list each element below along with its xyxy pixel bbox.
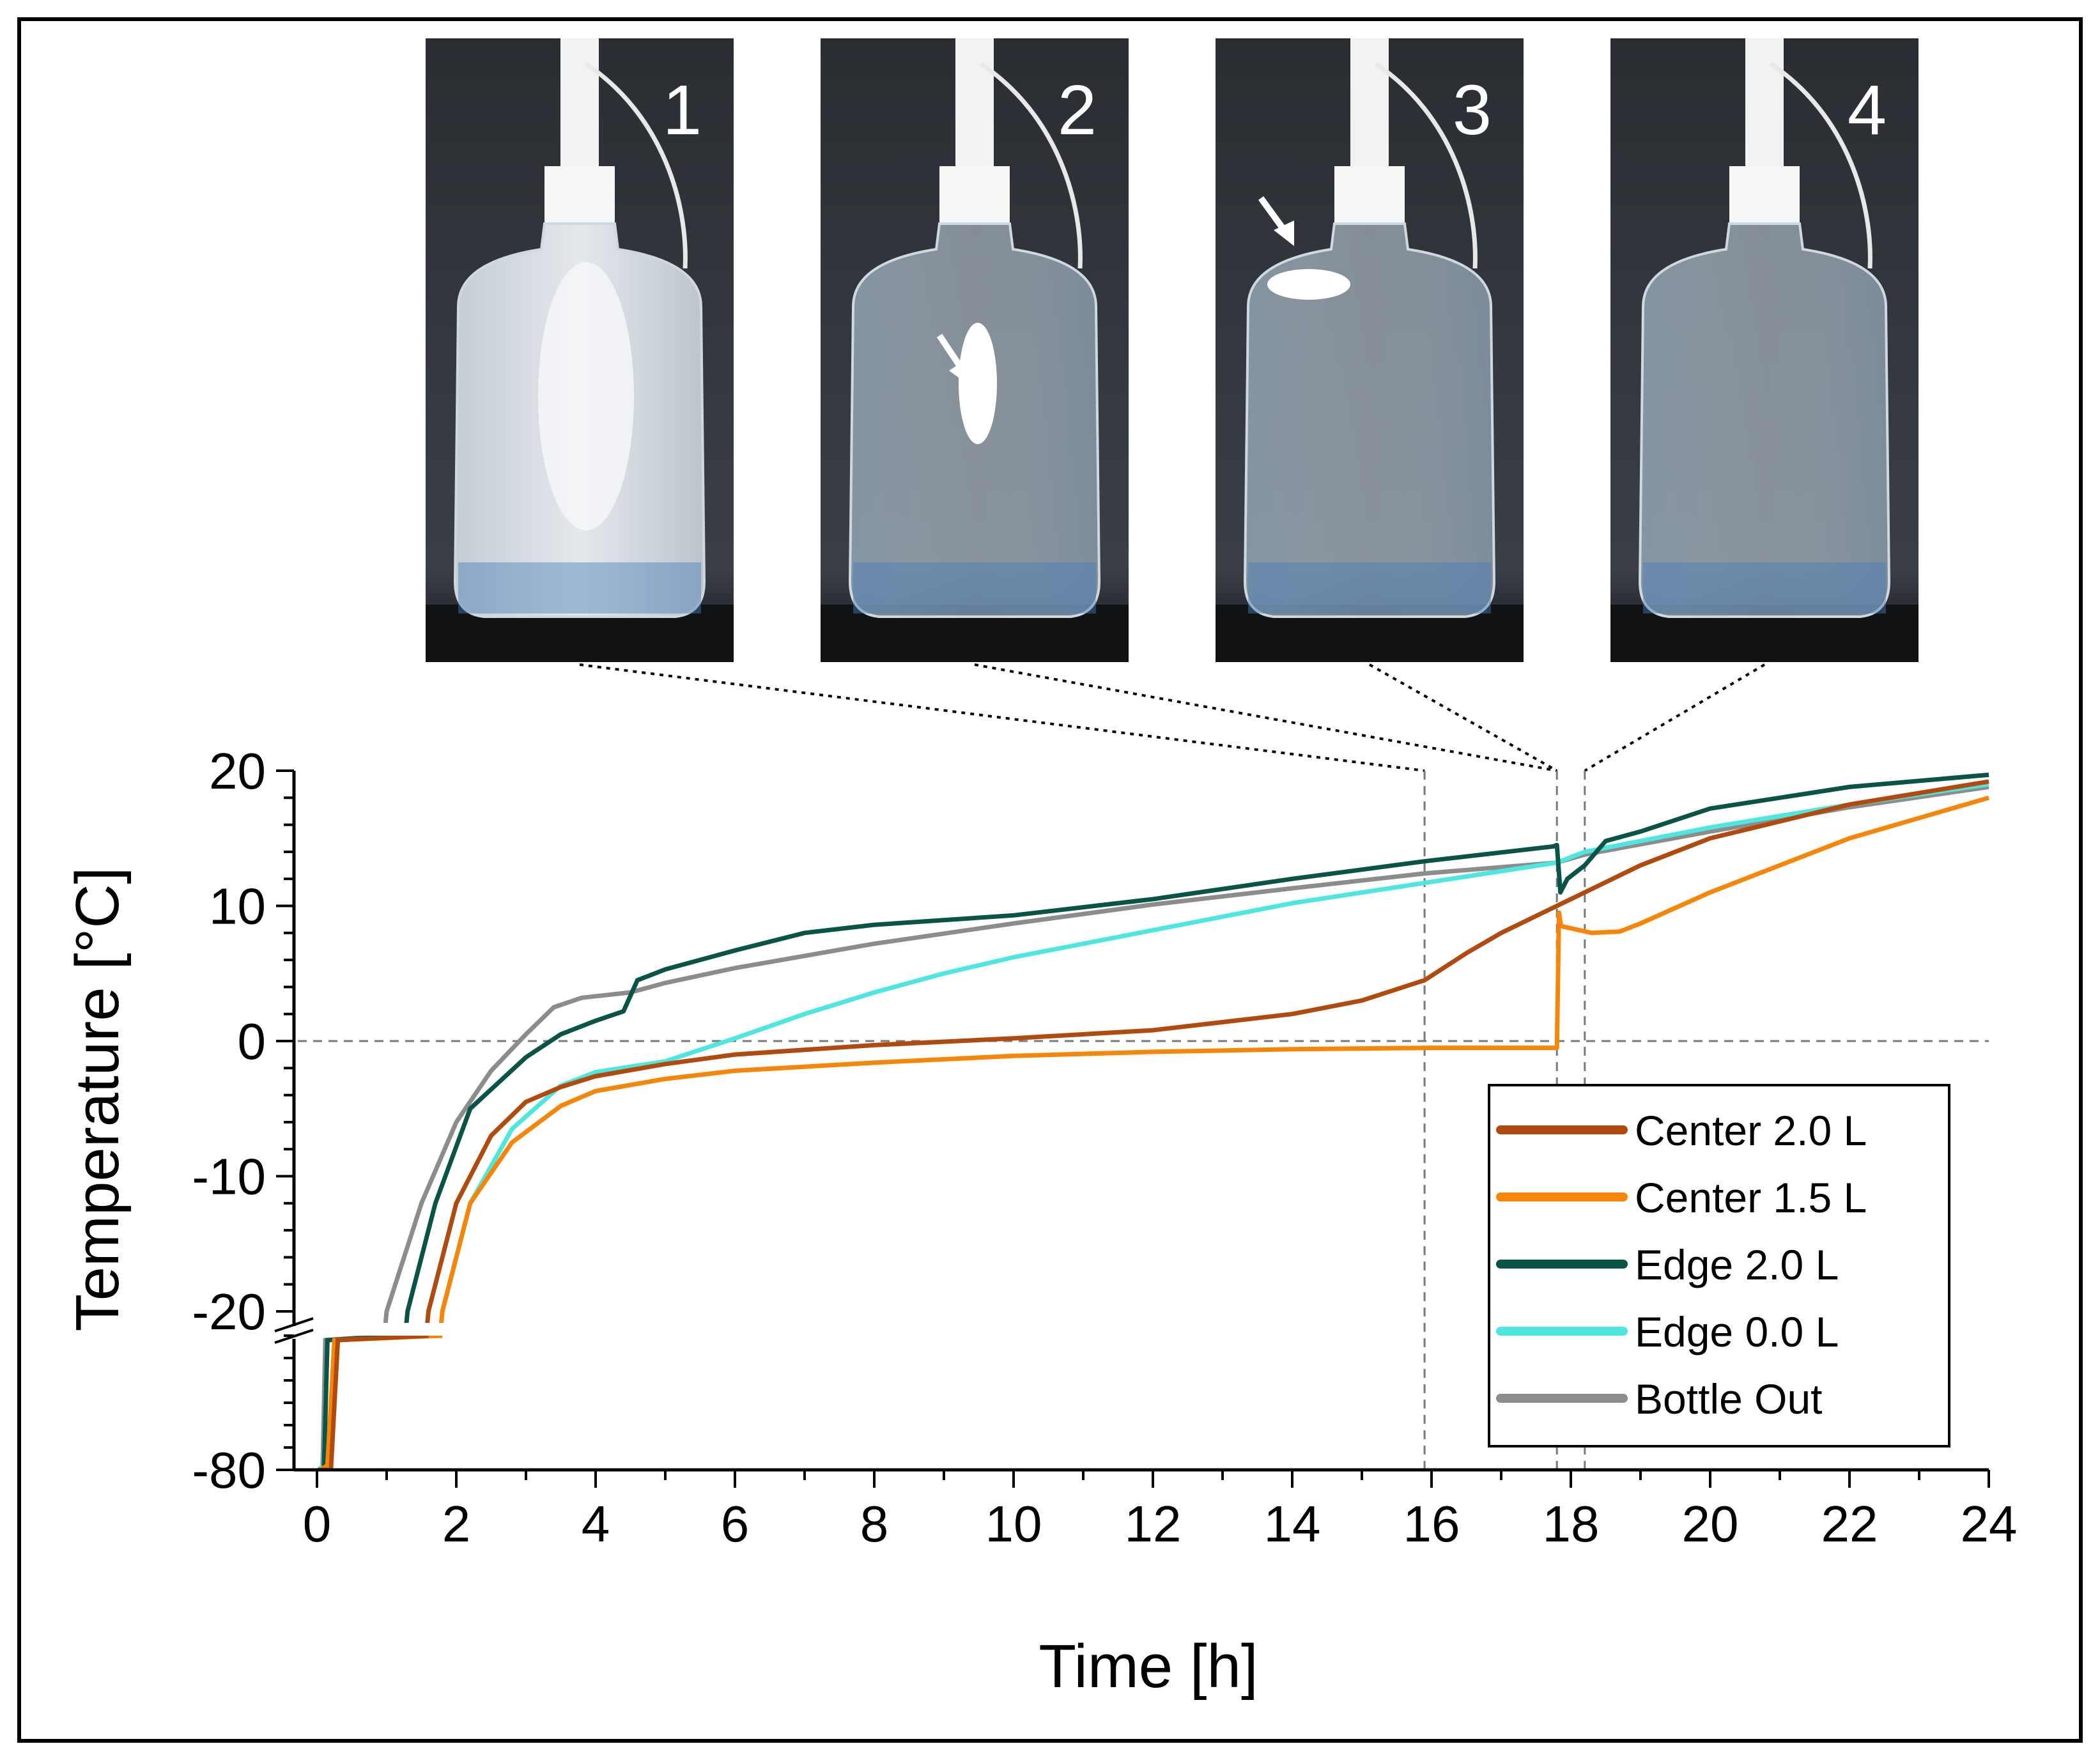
y-tick-label: 20 xyxy=(209,743,266,799)
bottle-body xyxy=(1638,222,1891,618)
photo-label: 2 xyxy=(1058,71,1097,150)
photo-panel: 1 xyxy=(426,38,734,662)
photo-connector-line xyxy=(579,663,1425,772)
sensor-cable xyxy=(585,62,688,269)
y-tick-label: -10 xyxy=(192,1148,266,1205)
x-tick-label: 12 xyxy=(1125,1495,1182,1552)
legend: Center 2.0 L Center 1.5 L Edge 2.0 L Edge 0… xyxy=(1488,1084,1950,1447)
legend-label: Edge 2.0 L xyxy=(1635,1241,1839,1288)
photo-label: 1 xyxy=(663,71,702,150)
x-tick-label: 14 xyxy=(1264,1495,1321,1552)
legend-label: Center 2.0 L xyxy=(1635,1107,1867,1154)
reference-lines xyxy=(298,771,1989,1470)
x-tick-label: 10 xyxy=(985,1495,1042,1552)
ice-core xyxy=(538,262,634,530)
y-tick-label: 0 xyxy=(238,1013,266,1070)
photo-panel: 2 xyxy=(821,38,1129,662)
bottle-base xyxy=(853,562,1096,614)
y-axis-title: Temperature [°C] xyxy=(63,867,132,1332)
axes xyxy=(274,769,1990,1488)
bottle-tube xyxy=(1350,38,1389,185)
axis-break-mark xyxy=(274,1317,314,1332)
photo-label: 3 xyxy=(1453,71,1492,150)
sensor-cable xyxy=(1770,62,1872,269)
y-tick-label: 10 xyxy=(209,878,266,935)
photo-connector-line xyxy=(1369,663,1558,772)
arrow-head-icon xyxy=(1274,220,1294,246)
series-line-main xyxy=(438,795,1989,1323)
x-tick-label: 4 xyxy=(582,1495,610,1552)
bottle-cap xyxy=(544,166,615,224)
bottle-cap xyxy=(1729,166,1800,224)
x-tick-label: 2 xyxy=(442,1495,471,1552)
x-tick-label: 24 xyxy=(1961,1495,2018,1552)
bottle-base xyxy=(458,562,701,614)
series-line-main xyxy=(425,779,1989,1323)
sensor-cable xyxy=(980,62,1083,269)
series-main xyxy=(383,772,1989,1323)
photo-panel: 3 xyxy=(1216,38,1524,662)
ice-floating xyxy=(1267,269,1350,300)
series-line-main xyxy=(438,782,1989,1323)
x-tick-label: 0 xyxy=(303,1495,332,1552)
x-tick-label: 6 xyxy=(721,1495,750,1552)
x-axis-title: Time [h] xyxy=(1038,1632,1258,1701)
photo-panel: 4 xyxy=(1610,38,1919,662)
x-tick-labels: 0 2 4 6 8 10 12 14 16 18 20 22 24 xyxy=(303,1495,2018,1552)
x-tick-label: 22 xyxy=(1821,1495,1878,1552)
bottle-base xyxy=(1248,562,1491,614)
bottle-base xyxy=(1643,562,1886,614)
y-tick-label: -20 xyxy=(192,1283,266,1340)
photo-connector-line xyxy=(974,663,1557,772)
bottle-tube xyxy=(560,38,599,185)
photo-panels: 1 2 3 4 xyxy=(426,38,1919,662)
ice-core xyxy=(959,323,997,444)
bottle-tube xyxy=(1745,38,1784,185)
x-tick-label: 20 xyxy=(1682,1495,1739,1552)
photo-label: 4 xyxy=(1848,71,1887,150)
series-line-main xyxy=(404,772,1989,1323)
y-tick-label: -80 xyxy=(192,1442,266,1499)
photo-connectors xyxy=(579,663,1766,772)
legend-label: Edge 0.0 L xyxy=(1635,1308,1839,1355)
x-tick-label: 8 xyxy=(860,1495,889,1552)
y-tick-labels: 20 10 0 -10 -20 -80 xyxy=(192,743,266,1499)
sensor-cable xyxy=(1375,62,1478,269)
bottle-cap xyxy=(1334,166,1405,224)
arrow-head-icon xyxy=(949,358,971,387)
bottle-tube xyxy=(955,38,994,185)
x-tick-label: 18 xyxy=(1543,1495,1600,1552)
legend-label: Bottle Out xyxy=(1635,1375,1823,1423)
bottle-cap xyxy=(939,166,1010,224)
legend-label: Center 1.5 L xyxy=(1635,1174,1867,1221)
x-tick-label: 16 xyxy=(1403,1495,1460,1552)
bottle-body xyxy=(1243,222,1496,618)
